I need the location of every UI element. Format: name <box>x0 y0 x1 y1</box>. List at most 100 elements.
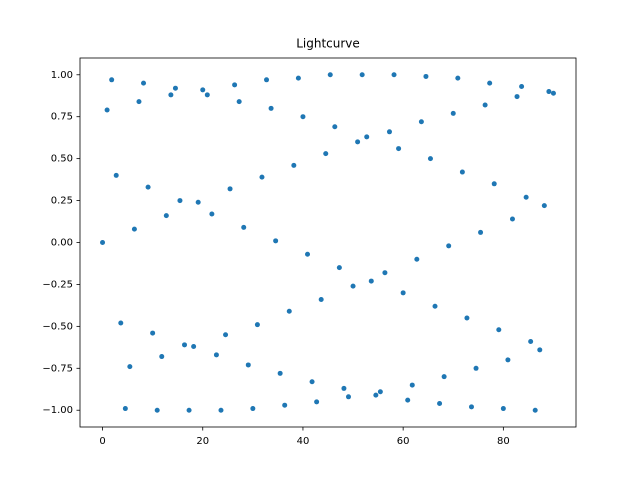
point <box>332 124 338 130</box>
point <box>163 213 169 219</box>
point <box>309 379 315 385</box>
chart-title: Lightcurve <box>296 37 360 51</box>
point <box>118 320 124 326</box>
point <box>318 297 324 303</box>
point <box>254 322 260 328</box>
point <box>487 80 493 86</box>
point <box>186 407 192 413</box>
y-tick-label: 0.00 <box>51 238 73 249</box>
point <box>386 129 392 135</box>
point <box>182 342 188 348</box>
point <box>482 102 488 108</box>
point <box>459 169 465 175</box>
point <box>473 365 479 371</box>
point <box>418 119 424 125</box>
point <box>546 89 552 95</box>
point <box>250 406 256 412</box>
point <box>172 85 178 91</box>
point <box>377 389 383 395</box>
point <box>168 92 174 98</box>
point <box>432 303 438 309</box>
point <box>200 87 206 93</box>
point <box>541 203 547 209</box>
point <box>145 184 151 190</box>
point <box>259 174 265 180</box>
point <box>382 270 388 276</box>
point <box>455 75 461 81</box>
point <box>368 278 374 284</box>
point <box>191 343 197 349</box>
y-tick-label: 0.50 <box>51 154 73 165</box>
point <box>204 92 210 98</box>
point <box>414 256 420 262</box>
point <box>223 332 229 338</box>
point <box>496 327 502 333</box>
y-tick-label: 0.25 <box>51 196 73 207</box>
point <box>391 72 397 78</box>
point <box>364 134 370 140</box>
point <box>437 401 443 407</box>
point <box>264 77 270 83</box>
point <box>314 399 320 405</box>
point <box>291 162 297 168</box>
point <box>109 77 115 83</box>
point <box>427 156 433 162</box>
point <box>523 194 529 200</box>
point <box>227 186 233 192</box>
x-tick-label: 40 <box>297 436 310 447</box>
point <box>341 385 347 391</box>
point <box>409 382 415 388</box>
point <box>141 80 147 86</box>
point <box>345 394 351 400</box>
point <box>532 407 538 413</box>
point <box>300 114 306 120</box>
point <box>218 407 224 413</box>
point <box>113 172 119 178</box>
y-tick-label: 1.00 <box>51 70 73 81</box>
point <box>286 308 292 314</box>
point <box>468 404 474 410</box>
point <box>528 338 534 344</box>
point <box>405 397 411 403</box>
point <box>446 243 452 249</box>
point <box>282 402 288 408</box>
point <box>323 151 329 157</box>
point <box>359 72 365 78</box>
y-tick-label: −1.00 <box>42 405 73 416</box>
point <box>241 224 247 230</box>
point <box>209 211 215 217</box>
point <box>336 265 342 271</box>
point <box>127 364 133 370</box>
point <box>505 357 511 363</box>
point <box>491 181 497 187</box>
point <box>273 238 279 244</box>
point <box>245 362 251 368</box>
point <box>423 73 429 79</box>
x-tick-label: 0 <box>99 436 105 447</box>
point <box>450 110 456 116</box>
point <box>396 146 402 152</box>
point <box>478 229 484 235</box>
point <box>122 406 128 412</box>
y-tick-label: −0.50 <box>42 321 73 332</box>
point <box>295 75 301 81</box>
point <box>464 315 470 321</box>
point <box>232 82 238 88</box>
x-tick-label: 80 <box>497 436 510 447</box>
x-tick-label: 20 <box>196 436 209 447</box>
point <box>305 251 311 257</box>
point <box>519 84 525 90</box>
point <box>509 216 515 222</box>
x-tick-label: 60 <box>397 436 410 447</box>
point <box>277 370 283 376</box>
point <box>350 283 356 289</box>
point <box>373 392 379 398</box>
point <box>537 347 543 353</box>
point <box>195 199 201 205</box>
point <box>355 139 361 145</box>
y-tick-label: 0.75 <box>51 112 73 123</box>
point <box>236 99 242 105</box>
